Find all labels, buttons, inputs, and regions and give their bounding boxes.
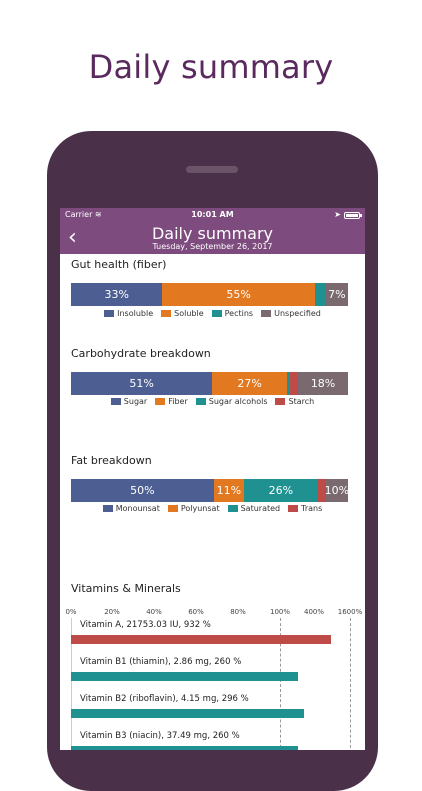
legend-label: Saturated [240,504,281,513]
bar-segment: 18% [298,372,348,395]
bar-segment: 10% [325,479,348,502]
legend-label: Pectins [224,309,254,318]
axis-tick-label: 80% [230,608,246,616]
legend-item: Unspecified [261,309,321,318]
legend-item: Saturated [227,504,281,513]
legend-item: Sugar [110,397,148,406]
legend-label: Polyunsat [180,504,220,513]
legend-label: Monounsat [115,504,160,513]
legend-swatch [211,310,222,317]
legend-item: Starch [275,397,314,406]
legend-swatch [104,310,115,317]
bar-segment [314,283,326,306]
legend-item: Soluble [161,309,204,318]
axis-tick-label: 0% [65,608,77,616]
legend-label: Soluble [174,309,204,318]
vitamin-label: Vitamin B2 (riboflavin), 4.15 mg, 296 % [80,694,249,704]
carb-breakdown-title: Carbohydrate breakdown [71,347,211,360]
location-arrow-icon: ➤ [334,210,341,219]
axis-tick-label: 40% [146,608,162,616]
legend-swatch [288,505,299,512]
legend-swatch [227,505,238,512]
axis-tick-label: 20% [104,608,120,616]
axis-gridline [280,618,281,750]
bar-segment: 51% [71,372,213,395]
carb-breakdown-legend: Sugar Fiber Sugar alcohols Starch [60,397,365,406]
axis-tick-label: 400% [303,608,325,616]
legend-swatch [195,398,206,405]
status-time: 10:01 AM [191,210,234,219]
axis-tick-label: 60% [188,608,204,616]
axis-tick-label: 1600% [337,608,363,616]
legend-item: Trans [288,504,322,513]
legend-swatch [102,505,113,512]
back-button[interactable]: ‹ [68,226,77,250]
fat-breakdown-bar: 50% 11% 26% 10% [71,479,348,502]
legend-item: Insoluble [104,309,153,318]
legend-item: Monounsat [102,504,160,513]
legend-item: Sugar alcohols [195,397,268,406]
legend-swatch [261,310,272,317]
axis-gridline [350,618,351,750]
vitamin-label: Vitamin B3 (niacin), 37.49 mg, 260 % [80,731,240,741]
bar-segment: 26% [244,479,318,502]
vitamin-bar [71,709,304,718]
nav-date: Tuesday, September 26, 2017 [152,242,273,251]
vitamins-minerals-title: Vitamins & Minerals [71,582,181,595]
legend-swatch [155,398,166,405]
legend-label: Unspecified [274,309,321,318]
phone-speaker [186,166,238,173]
bar-segment: 7% [325,283,348,306]
carrier-label: Carrier ≋ [65,210,102,219]
axis-gridline [71,618,72,750]
legend-item: Fiber [155,397,188,406]
bar-segment [287,372,290,395]
status-bar: Carrier ≋ 10:01 AM ➤ [60,210,365,222]
legend-swatch [275,398,286,405]
carb-breakdown-bar: 51% 27% 18% [71,372,348,395]
app-screen: Carrier ≋ 10:01 AM ➤ ‹ Daily summary Tue… [60,208,365,750]
legend-label: Fiber [168,397,188,406]
legend-label: Insoluble [117,309,154,318]
gut-health-bar: 33% 55% 7% [71,283,348,306]
vitamins-axis: 0% 20% 40% 60% 80% 100% 400% 1600% [60,608,365,618]
vitamin-bar [71,746,298,750]
legend-item: Pectins [211,309,254,318]
gut-health-legend: Insoluble Soluble Pectins Unspecified [60,309,365,318]
bar-segment: 27% [212,372,288,395]
fat-breakdown-title: Fat breakdown [71,454,152,467]
vitamin-bar [71,635,331,644]
wifi-icon: ≋ [94,210,102,219]
legend-swatch [161,310,172,317]
vitamin-label: Vitamin A, 21753.03 IU, 932 % [80,620,211,630]
legend-item: Polyunsat [167,504,220,513]
chevron-left-icon: ‹ [68,225,77,250]
legend-swatch [110,398,121,405]
fat-breakdown-legend: Monounsat Polyunsat Saturated Trans [60,504,365,513]
vitamin-bar [71,672,298,681]
bar-segment: 50% [71,479,214,502]
gut-health-title: Gut health (fiber) [71,258,167,271]
legend-label: Starch [288,397,315,406]
bar-segment: 55% [162,283,315,306]
bar-segment: 11% [213,479,245,502]
legend-label: Trans [301,504,323,513]
legend-swatch [167,505,178,512]
nav-title: Daily summary [151,224,274,243]
bar-segment [317,479,326,502]
navigation-bar: Carrier ≋ 10:01 AM ➤ ‹ Daily summary Tue… [60,208,365,254]
bar-segment [289,372,299,395]
legend-label: Sugar alcohols [208,397,268,406]
bar-segment: 33% [71,283,163,306]
legend-label: Sugar [123,397,148,406]
battery-icon [344,212,362,219]
vitamin-label: Vitamin B1 (thiamin), 2.86 mg, 260 % [80,657,242,667]
promo-title: Daily summary [88,48,334,86]
axis-tick-label: 100% [269,608,291,616]
